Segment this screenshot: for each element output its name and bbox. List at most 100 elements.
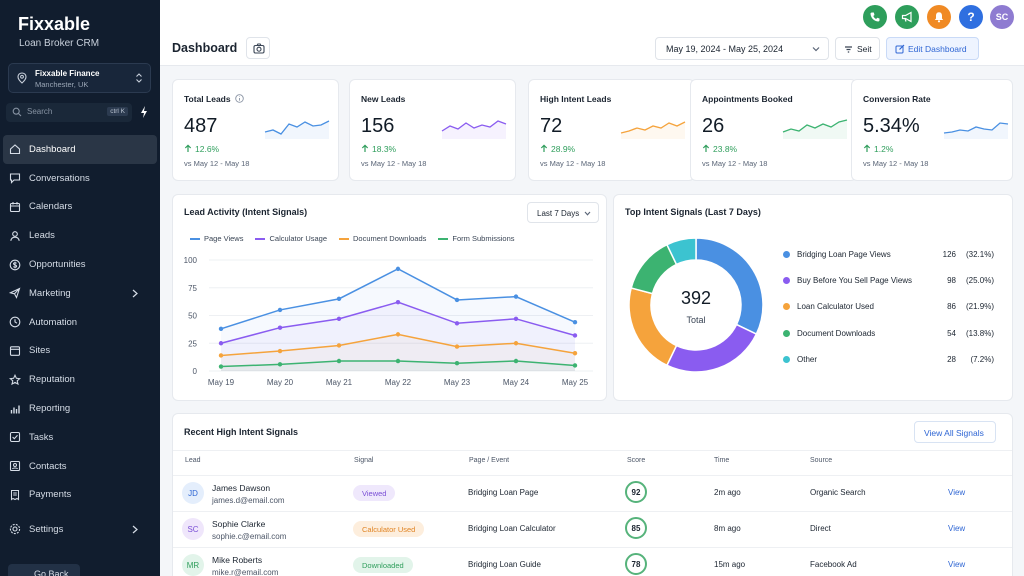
page-event: Bridging Loan Guide — [468, 560, 541, 569]
slice-name: Buy Before You Sell Page Views — [797, 276, 913, 286]
data-point — [336, 316, 342, 322]
info-icon[interactable] — [234, 94, 244, 103]
donut-total-value: 392 — [680, 288, 712, 308]
data-point — [513, 358, 519, 364]
intent-legend-item: Document Downloads 54 (13.8%) — [782, 327, 1002, 353]
legend-item: Form Submissions — [438, 234, 515, 243]
date-range-value: May 19, 2024 - May 25, 2024 — [666, 44, 784, 54]
top-header: Dashboard May 19, 2024 - May 25, 2024 Se… — [160, 0, 1024, 66]
slice-percent: (25.0%) — [965, 276, 994, 286]
data-point — [572, 333, 578, 338]
go-back-button[interactable]: Go Back — [8, 564, 80, 576]
seit-button[interactable]: Seit — [835, 37, 880, 60]
view-link[interactable]: View — [948, 560, 966, 569]
avatar: SC — [182, 518, 204, 540]
sidebar-item-label: Opportunities — [29, 259, 86, 271]
column-header-score: Score — [627, 457, 646, 464]
sidebar-item-label: Marketing — [29, 287, 71, 299]
sidebar-item-label: Automation — [29, 316, 78, 328]
app-title: Fixxable — [18, 14, 91, 34]
edit-dashboard-button[interactable]: Edit Dashboard — [886, 37, 979, 60]
sidebar-item-contacts[interactable]: Contacts — [0, 452, 160, 481]
data-point — [454, 344, 460, 349]
chevron-right-icon — [132, 525, 138, 534]
legend-dot — [783, 303, 790, 311]
sidebar-item-tasks[interactable]: Tasks — [0, 423, 160, 452]
kpi-label-text: High Intent Leads — [540, 94, 612, 104]
lead-name: James Dawson — [212, 483, 271, 493]
intent-legend-item: Loan Calculator Used 86 (21.9%) — [782, 300, 1002, 326]
contact-card-icon — [9, 461, 21, 472]
series-area — [221, 302, 575, 371]
range-dropdown[interactable]: Last 7 Days — [527, 202, 599, 223]
snapshot-button[interactable] — [246, 37, 270, 59]
table-row: SC Sophie Clarke sophie.c@email.com Calcula… — [173, 511, 1012, 547]
sidebar-item-payments[interactable]: Payments — [0, 481, 160, 510]
sidebar-nav: Dashboard Conversations Calendars Leads Oppo… — [0, 135, 160, 509]
search-shortcut: ctrl K — [107, 107, 128, 116]
kpi-label-text: Appointments Booked — [702, 94, 793, 104]
date-range-picker[interactable]: May 19, 2024 - May 25, 2024 — [655, 37, 829, 60]
sidebar-item-opportunities[interactable]: Opportunities — [0, 250, 160, 279]
data-point — [336, 343, 342, 348]
kpi-change: 1.2% — [863, 144, 893, 154]
sidebar-item-reporting[interactable]: Reporting — [0, 394, 160, 423]
phone-button[interactable] — [863, 5, 887, 29]
sidebar-item-conversations[interactable]: Conversations — [0, 164, 160, 193]
sidebar-search-input[interactable]: Search ctrl K — [6, 103, 132, 122]
donut-slice — [665, 323, 758, 373]
chevron-down-icon — [812, 47, 820, 52]
lightning-icon[interactable] — [139, 105, 149, 119]
kpi-change: 28.9% — [540, 144, 575, 154]
data-point — [336, 296, 342, 302]
kpi-change: 23.8% — [702, 144, 737, 154]
data-point — [218, 326, 224, 332]
sidebar-item-calendars[interactable]: Calendars — [0, 193, 160, 222]
sparkline — [620, 121, 686, 139]
legend-label: Document Downloads — [353, 234, 427, 243]
legend-item: Document Downloads — [339, 234, 426, 243]
kpi-card-conversion-rate: Conversion Rate 5.34% 1.2% vs May 12 - May … — [851, 79, 1013, 181]
sparkline — [264, 120, 330, 139]
donut-slice — [665, 237, 697, 266]
sidebar-item-settings[interactable]: Settings — [0, 515, 160, 544]
kpi-change-value: 18.3% — [372, 144, 397, 154]
sparkline — [782, 119, 848, 139]
notifications-button[interactable] — [927, 5, 951, 29]
kpi-comparison: vs May 12 - May 18 — [540, 159, 606, 168]
sidebar-item-marketing[interactable]: Marketing — [0, 279, 160, 308]
data-point — [277, 325, 283, 330]
view-link[interactable]: View — [948, 524, 966, 533]
data-point — [454, 297, 460, 303]
intent-legend-item: Other 28 (7.2%) — [782, 353, 1002, 379]
home-icon — [9, 144, 21, 155]
data-point — [395, 266, 401, 272]
legend-swatch — [438, 237, 449, 240]
data-point — [395, 332, 401, 337]
kpi-change: 18.3% — [361, 144, 396, 154]
view-all-signals-button[interactable]: View All Signals — [914, 421, 996, 443]
location-switcher[interactable]: Fixxable Finance Manchester, UK — [8, 63, 151, 93]
kpi-change-value: 28.9% — [551, 144, 576, 154]
view-link[interactable]: View — [948, 488, 966, 497]
search-placeholder: Search — [27, 107, 53, 116]
receipt-icon — [10, 489, 20, 501]
x-tick-label: May 23 — [444, 378, 471, 387]
table-row: MR Mike Roberts mike.r@email.com Downloaded… — [173, 547, 1012, 576]
sidebar-item-sites[interactable]: Sites — [0, 337, 160, 366]
page-event: Bridging Loan Page — [468, 488, 539, 497]
sidebar-item-automation[interactable]: Automation — [0, 308, 160, 337]
sidebar-item-dashboard[interactable]: Dashboard — [3, 135, 157, 164]
intent-donut-chart — [628, 237, 764, 373]
campaigns-button[interactable] — [895, 5, 919, 29]
chevron-updown-icon — [136, 73, 142, 83]
star-icon — [9, 373, 21, 385]
sidebar-item-reputation[interactable]: Reputation — [0, 365, 160, 394]
user-avatar[interactable]: SC — [990, 5, 1014, 29]
kpi-value: 156 — [361, 115, 395, 137]
help-button[interactable]: ? — [959, 5, 983, 29]
sidebar-item-leads[interactable]: Leads — [0, 221, 160, 250]
slice-name: Other — [797, 354, 818, 364]
sidebar-item-label: Reputation — [29, 374, 75, 386]
data-point — [218, 353, 224, 358]
